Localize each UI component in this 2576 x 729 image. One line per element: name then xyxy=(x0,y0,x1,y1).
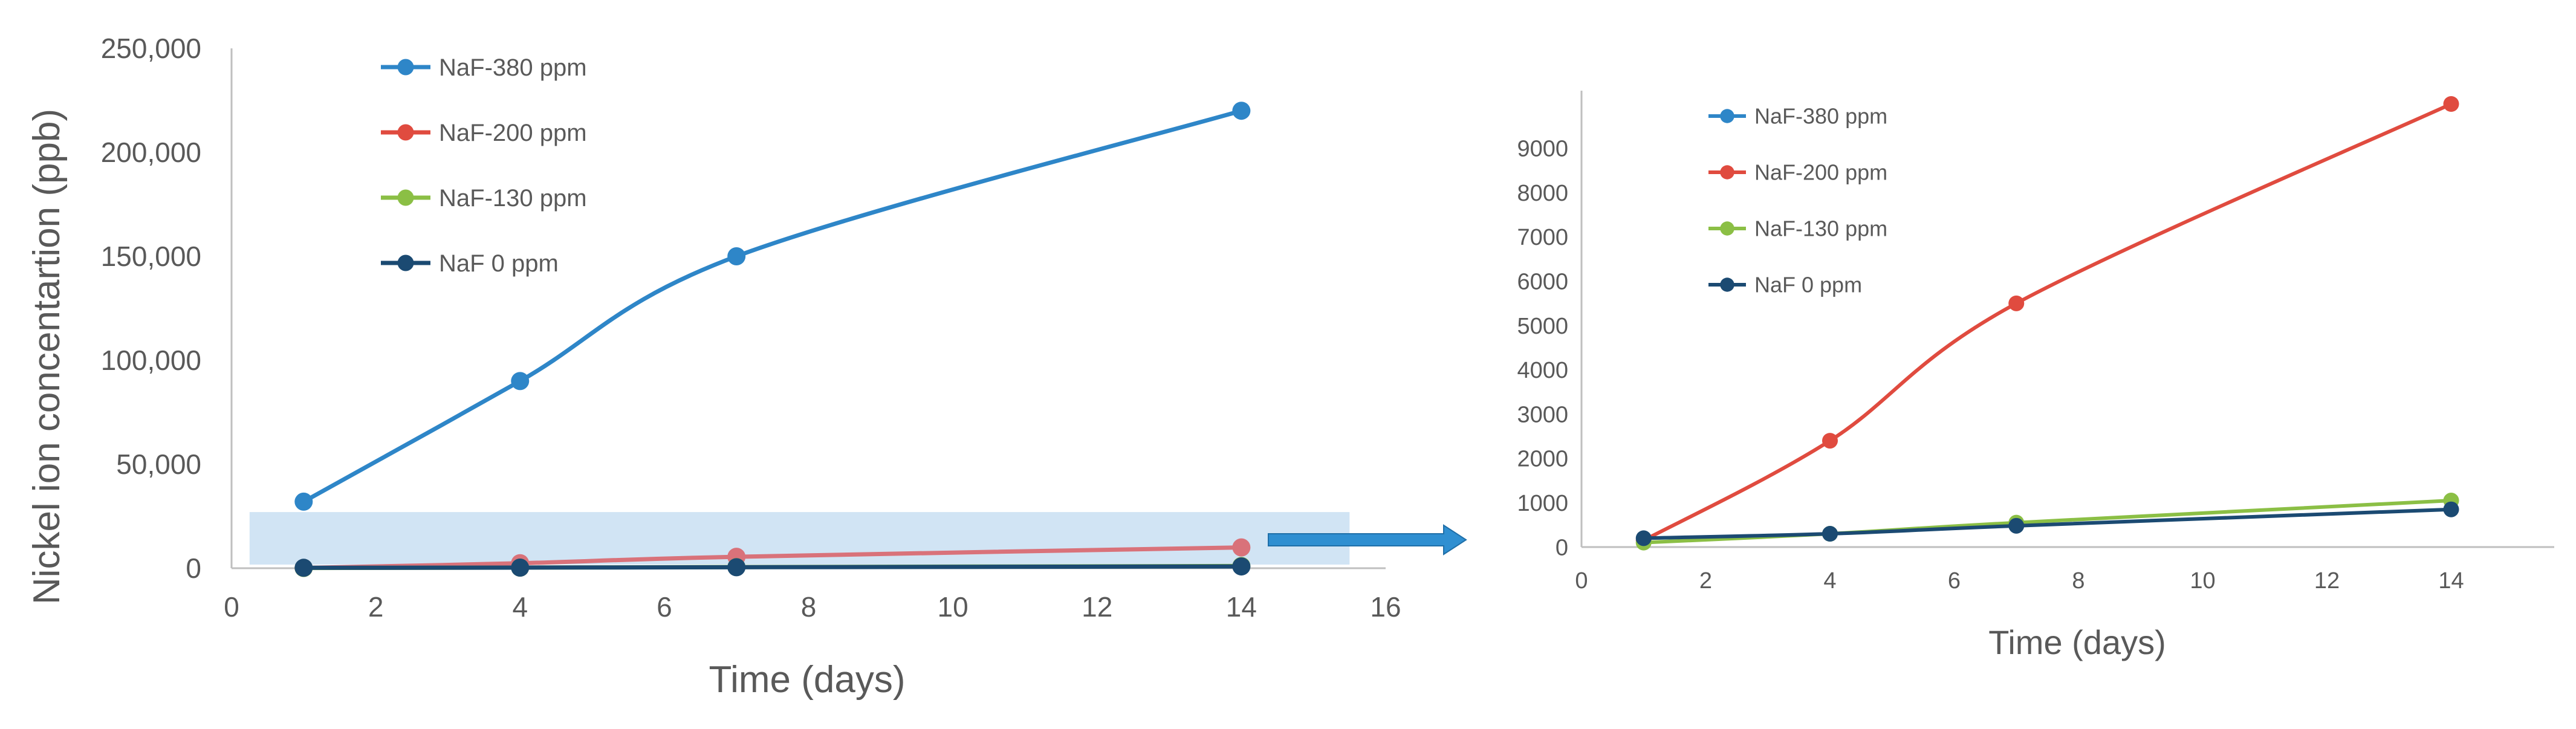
data-point xyxy=(727,247,746,265)
y-tick-label: 9000 xyxy=(1517,137,1568,162)
y-tick-label: 7000 xyxy=(1517,225,1568,250)
left-y-axis-title: Nickel ion concentartion (ppb) xyxy=(26,109,68,604)
data-point xyxy=(511,372,530,390)
left-chart: 0 50,000 100,000 150,000 200,000 250,000 0 2 4 6… xyxy=(26,33,1401,701)
data-point xyxy=(294,492,313,511)
legend-swatch-marker xyxy=(1720,165,1734,180)
x-tick-label: 2 xyxy=(1699,568,1712,594)
legend-item: NaF-130 ppm xyxy=(1708,216,1887,241)
legend-item: NaF-130 ppm xyxy=(381,185,587,212)
x-tick-label: 0 xyxy=(224,591,239,623)
y-tick-label: 200,000 xyxy=(101,137,201,168)
x-tick-label: 10 xyxy=(2190,568,2215,594)
series-line xyxy=(303,545,1242,570)
legend-swatch-marker xyxy=(1720,221,1734,236)
data-point xyxy=(2443,96,2459,112)
x-tick-label: 14 xyxy=(2438,568,2464,594)
right-chart: 0 1000 2000 3000 4000 5000 6000 7000 8000 9000 0 2… xyxy=(1517,91,2554,661)
x-tick-label: 14 xyxy=(1226,591,1257,623)
legend-label: NaF 0 ppm xyxy=(1754,273,1862,297)
x-tick-label: 4 xyxy=(512,591,528,623)
legend-item: NaF-200 ppm xyxy=(381,120,587,146)
legend-swatch-marker xyxy=(397,254,414,271)
x-tick-label: 6 xyxy=(1948,568,1961,594)
left-series-group xyxy=(294,102,1251,577)
legend-label: NaF-200 ppm xyxy=(439,120,587,146)
legend-item: NaF 0 ppm xyxy=(381,250,559,277)
y-tick-label: 1000 xyxy=(1517,491,1568,516)
x-tick-label: 4 xyxy=(1823,568,1836,594)
x-tick-label: 8 xyxy=(801,591,817,623)
x-tick-label: 12 xyxy=(2314,568,2340,594)
legend-label: NaF-130 ppm xyxy=(1754,216,1887,241)
legend-label: NaF-130 ppm xyxy=(439,185,587,212)
data-point xyxy=(1232,102,1251,120)
y-tick-label: 100,000 xyxy=(101,345,201,376)
data-point xyxy=(2443,501,2459,517)
data-point xyxy=(2008,517,2025,534)
legend-label: NaF 0 ppm xyxy=(439,250,559,277)
y-tick-label: 5000 xyxy=(1517,314,1568,339)
legend-swatch-marker xyxy=(397,189,414,206)
data-point xyxy=(2008,295,2025,311)
series-line xyxy=(1643,507,2451,540)
right-series-group xyxy=(1635,96,2459,551)
data-point xyxy=(511,558,530,577)
data-point xyxy=(1635,530,1652,546)
legend-swatch-marker xyxy=(397,59,414,76)
y-tick-label: 250,000 xyxy=(101,33,201,64)
x-tick-label: 10 xyxy=(938,591,968,623)
series-line xyxy=(1643,102,2452,542)
legend-label: NaF-380 ppm xyxy=(1754,104,1887,129)
y-tick-label: 150,000 xyxy=(101,241,201,272)
right-x-tick-labels: 0 2 4 6 8 10 12 14 xyxy=(1575,568,2464,594)
x-tick-label: 0 xyxy=(1575,568,1588,594)
legend-item: NaF 0 ppm xyxy=(1708,273,1862,297)
legend-swatch-marker xyxy=(397,124,414,141)
data-point xyxy=(1232,557,1251,576)
series-line xyxy=(303,564,1242,570)
legend-item: NaF-200 ppm xyxy=(1708,160,1887,185)
y-tick-label: 0 xyxy=(186,552,201,584)
right-legend: NaF-380 ppm NaF-200 ppm NaF-130 ppm NaF 0 p… xyxy=(1708,104,1887,297)
legend-label: NaF-200 ppm xyxy=(1754,160,1887,185)
legend-item: NaF-380 ppm xyxy=(1708,104,1887,129)
data-point xyxy=(294,559,313,577)
y-tick-label: 0 xyxy=(1556,535,1568,560)
y-tick-label: 4000 xyxy=(1517,358,1568,383)
zoom-arrow-icon xyxy=(1268,524,1467,556)
left-x-tick-labels: 0 2 4 6 8 10 12 14 16 xyxy=(224,591,1401,623)
legend-swatch-marker xyxy=(1720,277,1734,292)
left-x-axis-title: Time (days) xyxy=(709,659,906,701)
x-tick-label: 12 xyxy=(1082,591,1112,623)
legend-item: NaF-380 ppm xyxy=(381,54,587,81)
y-tick-label: 50,000 xyxy=(116,449,201,480)
series-line xyxy=(1643,499,2451,545)
y-tick-label: 8000 xyxy=(1517,181,1568,206)
data-point xyxy=(1232,538,1251,557)
data-point xyxy=(1822,526,1838,542)
right-y-tick-labels: 0 1000 2000 3000 4000 5000 6000 7000 8000 9000 xyxy=(1517,137,1568,561)
y-tick-label: 3000 xyxy=(1517,402,1568,427)
x-tick-label: 8 xyxy=(2072,568,2084,594)
left-y-tick-labels: 0 50,000 100,000 150,000 200,000 250,000 xyxy=(101,33,201,584)
x-tick-label: 6 xyxy=(657,591,672,623)
data-point xyxy=(727,558,746,577)
y-tick-label: 2000 xyxy=(1517,447,1568,472)
legend-label: NaF-380 ppm xyxy=(439,54,587,81)
x-tick-label: 16 xyxy=(1370,591,1401,623)
legend-swatch-marker xyxy=(1720,109,1734,123)
y-tick-label: 6000 xyxy=(1517,270,1568,295)
x-tick-label: 2 xyxy=(368,591,384,623)
left-legend: NaF-380 ppm NaF-200 ppm NaF-130 ppm NaF 0 p… xyxy=(381,54,587,277)
series-line xyxy=(302,108,1242,504)
right-x-axis-title: Time (days) xyxy=(1988,623,2166,661)
data-point xyxy=(1822,433,1838,449)
